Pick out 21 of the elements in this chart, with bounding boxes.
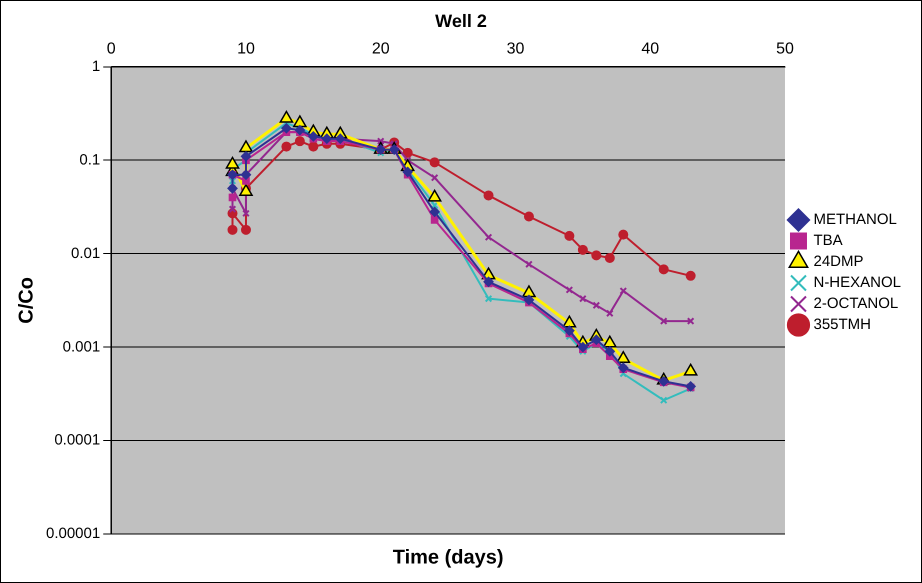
x-tick-label: 10 (237, 40, 255, 58)
legend-label: METHANOL (813, 211, 897, 228)
legend-label: N-HEXANOL (813, 274, 902, 292)
y-tick-label: 1 (92, 58, 100, 75)
x-tick-label: 20 (372, 40, 390, 58)
x-axis-title: Time (days) (392, 546, 504, 569)
chart-title: Well 2 (435, 10, 487, 31)
x-tick-label: 0 (106, 40, 116, 58)
legend-label: 2-OCTANOL (813, 295, 898, 312)
legend-label: TBA (813, 232, 843, 250)
y-axis-title: C/Co (16, 277, 38, 324)
legend-label: 355TMH (813, 316, 872, 334)
y-tick-label: 0.1 (79, 151, 100, 168)
legend-label: 24DMP (813, 253, 864, 270)
x-tick-label: 40 (641, 40, 660, 58)
y-tick-label: 0.00001 (46, 525, 100, 542)
y-tick-label: 0.001 (62, 338, 100, 356)
y-tick-label: 0.0001 (54, 432, 100, 449)
x-tick-label: 50 (776, 40, 794, 58)
x-tick-label: 30 (506, 40, 524, 58)
y-tick-label: 0.01 (71, 244, 100, 262)
